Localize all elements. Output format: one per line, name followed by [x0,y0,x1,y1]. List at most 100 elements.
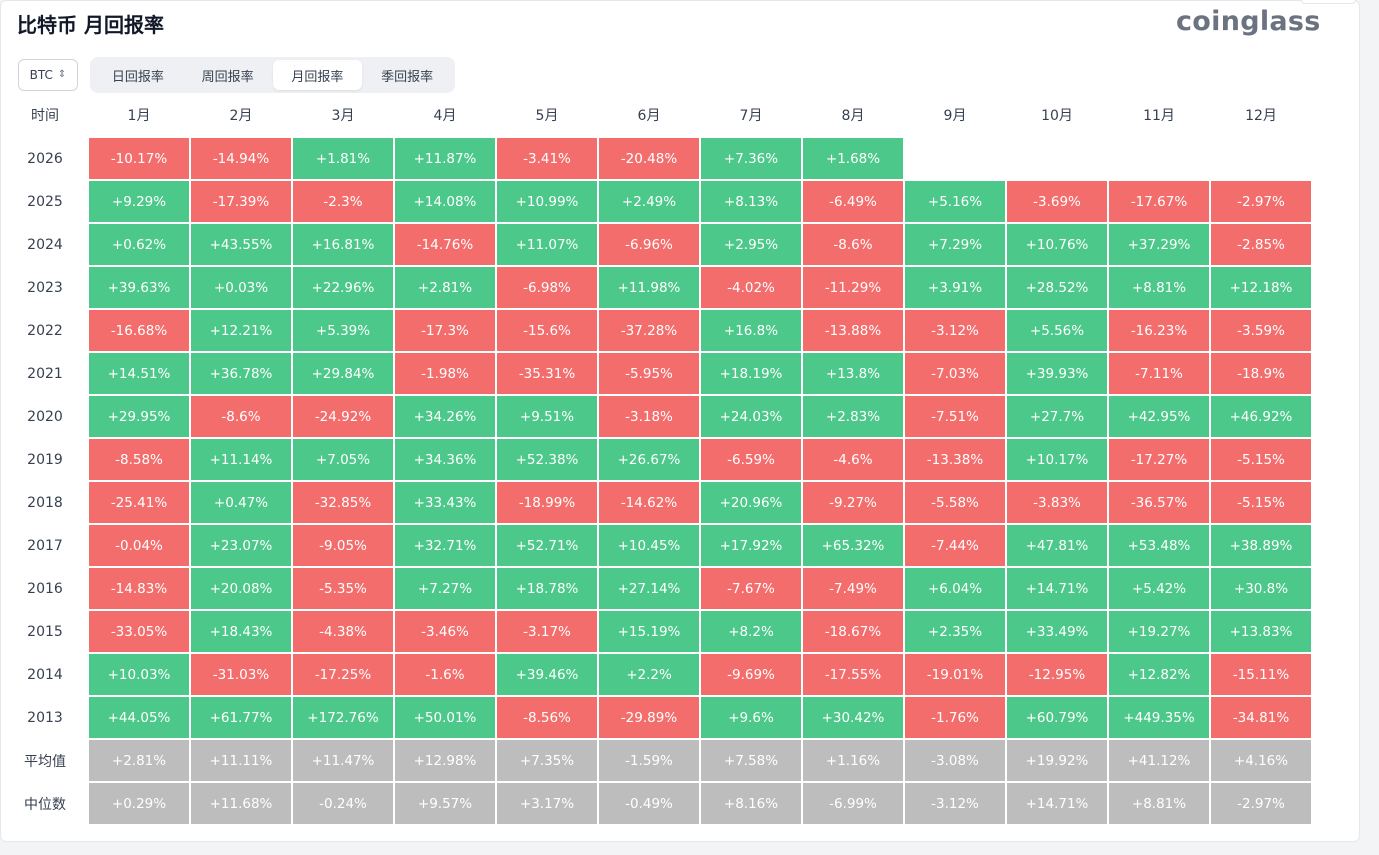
return-cell: -17.25% [293,654,393,695]
return-cell: -3.59% [1211,310,1311,351]
return-cell: +39.46% [497,654,597,695]
return-cell: +24.03% [701,396,801,437]
return-cell: +7.27% [395,568,495,609]
row-label-year: 2022 [27,322,63,339]
return-cell: -6.96% [599,224,699,265]
return-cell: +12.21% [191,310,291,351]
return-cell: +0.62% [89,224,189,265]
return-cell: +6.04% [905,568,1005,609]
column-header-month: 4月 [433,108,457,124]
column-header-time: 时间 [31,108,59,124]
stat-cell: -0.24% [293,783,393,824]
stat-cell: -6.99% [803,783,903,824]
return-cell: -3.12% [905,310,1005,351]
return-cell: +47.81% [1007,525,1107,566]
return-cell: -18.99% [497,482,597,523]
return-cell: +20.08% [191,568,291,609]
return-cell: +7.05% [293,439,393,480]
return-cell: -14.94% [191,138,291,179]
column-header-month: 6月 [637,108,661,124]
tab-weekly-returns[interactable]: 周回报率 [201,69,254,85]
return-cell: +11.98% [599,267,699,308]
return-cell: +9.6% [701,697,801,738]
return-cell: -24.92% [293,396,393,437]
column-header-month: 8月 [841,108,865,124]
return-cell: -18.67% [803,611,903,652]
return-cell: -15.6% [497,310,597,351]
column-header-month: 3月 [331,108,355,124]
row-label-year: 2025 [27,193,63,210]
return-cell: +7.29% [905,224,1005,265]
return-cell: +33.49% [1007,611,1107,652]
return-cell: -7.49% [803,568,903,609]
return-cell: -8.6% [803,224,903,265]
return-cell: +172.76% [293,697,393,738]
stat-cell: -2.97% [1211,783,1311,824]
return-cell: -14.76% [395,224,495,265]
asset-select[interactable]: BTC ⇕ [18,59,78,91]
stat-cell: +2.81% [89,740,189,781]
return-cell: +2.83% [803,396,903,437]
return-cell: -34.81% [1211,697,1311,738]
return-cell: -5.95% [599,353,699,394]
return-cell: -3.17% [497,611,597,652]
tab-monthly-returns[interactable]: 月回报率 [272,60,363,90]
return-cell: +11.07% [497,224,597,265]
return-cell: -4.38% [293,611,393,652]
return-cell: -3.18% [599,396,699,437]
stat-cell: +12.98% [395,740,495,781]
return-cell: -29.89% [599,697,699,738]
return-cell: -9.05% [293,525,393,566]
return-cell: +2.49% [599,181,699,222]
return-cell: -3.83% [1007,482,1107,523]
column-header-month: 12月 [1245,108,1277,124]
stat-cell: -3.12% [905,783,1005,824]
return-cell: +11.14% [191,439,291,480]
page-title: 比特币 月回报率 [17,13,164,37]
return-cell: +27.7% [1007,396,1107,437]
return-cell: -2.85% [1211,224,1311,265]
return-cell: -1.6% [395,654,495,695]
return-cell: +18.78% [497,568,597,609]
return-cell: -32.85% [293,482,393,523]
return-cell: +33.43% [395,482,495,523]
return-cell: -2.97% [1211,181,1311,222]
return-cell: -3.69% [1007,181,1107,222]
return-cell: +16.81% [293,224,393,265]
return-cell: +13.83% [1211,611,1311,652]
return-cell: +12.82% [1109,654,1209,695]
stat-cell: +7.58% [701,740,801,781]
return-cell: +19.27% [1109,611,1209,652]
tab-quarterly-returns[interactable]: 季回报率 [381,69,434,85]
row-label-year: 2021 [27,365,63,382]
return-cell: +8.81% [1109,267,1209,308]
stat-cell: +1.16% [803,740,903,781]
return-cell: -9.27% [803,482,903,523]
return-cell: -5.15% [1211,482,1311,523]
return-cell: -0.04% [89,525,189,566]
chevron-updown-icon: ⇕ [57,69,67,80]
returns-table: 时间 1月 2月 3月 4月 5月 6月 7月 8月 9月 10月 11月 12月 2026 -10.17%… [1,1,1361,843]
return-cell: -7.11% [1109,353,1209,394]
return-cell: +10.03% [89,654,189,695]
return-cell: +23.07% [191,525,291,566]
return-cell: -5.15% [1211,439,1311,480]
return-cell: -7.51% [905,396,1005,437]
return-cell: +0.03% [191,267,291,308]
return-cell: -37.28% [599,310,699,351]
asset-select-value: BTC [29,68,53,82]
return-cell: +61.77% [191,697,291,738]
return-cell: -6.98% [497,267,597,308]
row-label-year: 2017 [27,537,63,554]
row-label-year: 2019 [27,451,63,468]
return-cell: +2.2% [599,654,699,695]
return-cell: -2.3% [293,181,393,222]
return-cell: -8.58% [89,439,189,480]
return-cell: -13.38% [905,439,1005,480]
column-header-month: 9月 [943,108,967,124]
return-cell: -17.39% [191,181,291,222]
tab-daily-returns[interactable]: 日回报率 [111,69,164,85]
return-cell: -7.67% [701,568,801,609]
return-cell: -1.76% [905,697,1005,738]
return-cell: +52.38% [497,439,597,480]
